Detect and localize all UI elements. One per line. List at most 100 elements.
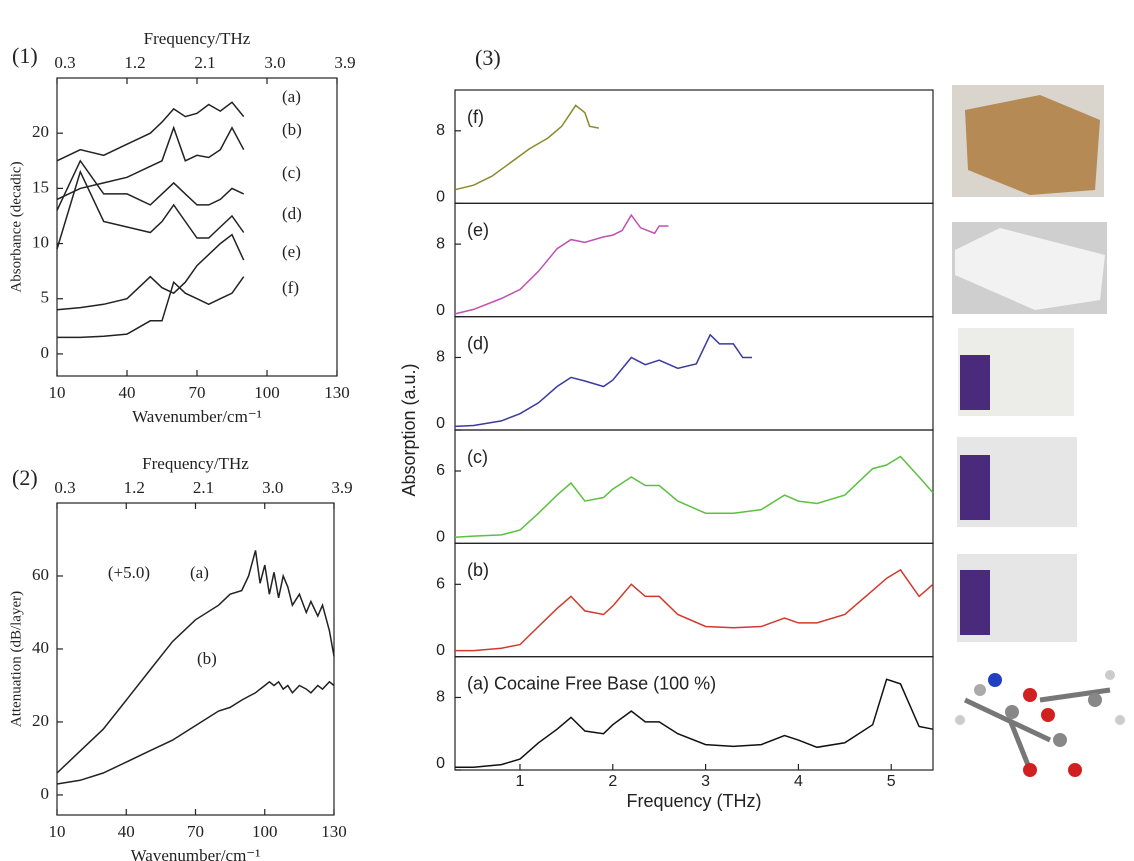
x2-tick-label: 0.3 [54,53,75,72]
y-axis-label: Attenuation (dB/layer) [8,591,24,727]
subplot-frame [454,656,934,771]
x2-axis-label: Frequency/THz [144,29,251,48]
y-tick-label: 0 [436,189,445,206]
data-line [455,678,934,769]
x-tick-label: 100 [252,822,278,841]
y-tick-label: 8 [436,349,445,366]
panel-label: (1) [12,43,38,68]
x-tick-label: 10 [49,822,66,841]
logo-shape [960,455,990,520]
y-tick-label: 60 [32,565,49,584]
x-tick-label: 4 [794,773,803,790]
x2-tick-label: 3.9 [331,478,352,497]
x2-tick-label: 1.2 [124,53,145,72]
y-tick-label: 0 [436,642,445,659]
y-tick-label: 20 [32,711,49,730]
y-tick-label: 8 [436,689,445,706]
y-tick-label: 5 [41,288,50,307]
photos [952,85,1125,777]
x-tick-label: 130 [324,383,350,402]
data-line [56,233,245,311]
y-tick-label: 0 [436,529,445,546]
x2-tick-label: 2.1 [193,478,214,497]
x-tick-label: 5 [887,773,896,790]
y-tick-label: 0 [41,343,50,362]
data-line [454,213,669,315]
data-line [56,680,335,785]
x-tick-label: 3 [701,773,710,790]
y-tick-label: 6 [436,576,445,593]
molecule [955,670,1125,777]
panel-label: (2) [12,465,38,490]
data-line [56,169,245,250]
series-label: (d) [282,204,302,223]
y-axis-label: Absorption (a.u.) [399,363,419,496]
y-tick-label: 8 [436,122,445,139]
data-line [455,568,934,652]
series-label: (f) [282,278,299,297]
series-label: (b) [197,649,217,668]
subplot-frame [454,202,934,318]
subplot-frame [454,429,934,544]
series-label: (a) [190,563,209,582]
logo-shape [960,355,990,410]
x2-tick-label: 0.3 [54,478,75,497]
data-line [56,159,245,211]
annotation: (+5.0) [108,563,150,582]
data-line [454,333,752,428]
panel-3: (3) Absorption (a.u.) Frequency (THz) 1 2 3 4 5… [399,45,934,811]
data-line [56,550,335,774]
plot-frame [56,502,335,816]
series-label: (e) [282,242,301,261]
series-label: (a) [282,87,301,106]
y-tick-label: 0 [436,415,445,432]
series-label: (b) [282,120,302,139]
subplot-label: (e) [467,220,489,240]
x-tick-label: 1 [516,773,525,790]
x-tick-label: 130 [321,822,347,841]
x2-tick-label: 2.1 [194,53,215,72]
logo-shape [960,570,990,635]
x-tick-label: 10 [49,383,66,402]
data-line [56,125,245,201]
x-tick-label: 100 [254,383,280,402]
x2-tick-label: 3.0 [264,53,285,72]
x-axis-label: Frequency (THz) [626,791,761,811]
x2-tick-label: 3.9 [334,53,355,72]
y-tick-label: 0 [436,302,445,319]
x-tick-label: 40 [119,383,136,402]
subplot-label: (c) [467,447,488,467]
y-axis-label: Absorbance (decadic) [8,161,24,292]
y-tick-label: 8 [436,235,445,252]
y-tick-label: 0 [41,784,50,803]
y-tick-label: 15 [32,177,49,196]
series-label: (c) [282,163,301,182]
y-tick-label: 10 [32,232,49,251]
x2-tick-label: 3.0 [262,478,283,497]
y-tick-label: 0 [436,755,445,772]
x2-tick-label: 1.2 [124,478,145,497]
data-line [454,455,934,539]
x-tick-label: 70 [189,383,206,402]
x-axis-label: Wavenumber/cm⁻¹ [131,846,261,861]
subplot-label: (f) [467,107,484,127]
y-tick-label: 6 [436,462,445,479]
x-axis-label: Wavenumber/cm⁻¹ [132,407,262,426]
x-tick-label: 70 [187,822,204,841]
subplot-frame [454,89,934,204]
x-tick-label: 2 [608,773,617,790]
data-line [57,276,245,339]
data-line [454,104,600,191]
y-tick-label: 40 [32,638,49,657]
panel-label: (3) [475,45,501,70]
y-tick-label: 20 [32,122,49,141]
box-shape [955,228,1105,310]
subplot-frame [454,316,934,431]
data-line [56,101,245,162]
box-shape [965,95,1100,195]
x-tick-label: 40 [118,822,135,841]
x2-axis-label: Frequency/THz [142,454,249,473]
subplot-label: (d) [467,333,489,353]
